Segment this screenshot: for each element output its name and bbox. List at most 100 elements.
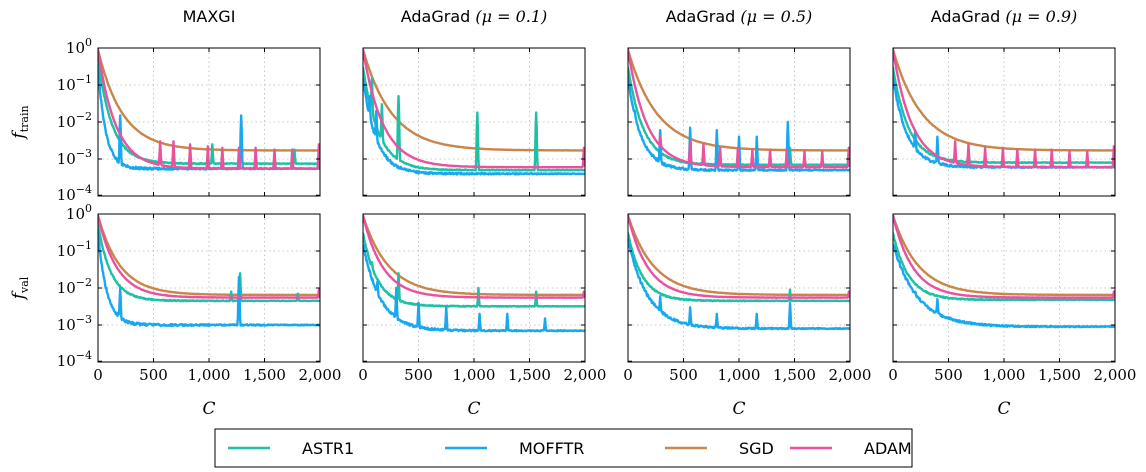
row-labels: ftrain fval xyxy=(9,105,31,301)
series-line-sgd xyxy=(98,214,320,297)
plot-frame xyxy=(627,47,851,197)
x-tick-label: 1,500 xyxy=(1038,366,1081,384)
series-line-adam xyxy=(893,48,1115,169)
plot-frame xyxy=(97,213,321,363)
x-tick-label: 0 xyxy=(93,366,103,384)
column-title-3: AdaGrad (μ = 0.5) xyxy=(666,7,813,26)
series-line-mofftr xyxy=(363,77,585,176)
legend: ASTR1 MOFFTR SGD ADAM xyxy=(214,428,913,468)
x-axis-label: C xyxy=(467,399,480,419)
x-tick-label: 2,000 xyxy=(1094,366,1137,384)
series-group xyxy=(363,48,585,176)
legend-entry-mofftr: MOFFTR xyxy=(445,439,584,458)
y-tick-label: 10−3 xyxy=(57,313,92,334)
y-tick-label: 10−3 xyxy=(57,147,92,168)
series-group xyxy=(628,48,850,173)
grid xyxy=(628,48,850,196)
panel-r1-c4 xyxy=(892,47,1116,197)
series-line-astr1 xyxy=(363,66,585,172)
x-tick-label: 0 xyxy=(623,366,633,384)
plot-frame xyxy=(892,213,1116,363)
column-title-2: AdaGrad (μ = 0.1) xyxy=(401,7,548,26)
series-line-adam xyxy=(98,214,320,299)
y-tick-label: 10−2 xyxy=(57,276,92,297)
series-line-adam xyxy=(363,48,585,169)
grid xyxy=(893,214,1115,362)
x-axis-label: C xyxy=(732,399,745,419)
series-line-sgd xyxy=(363,214,585,297)
y-tick-label: 100 xyxy=(66,202,92,223)
plot-frame xyxy=(627,213,851,363)
x-tick-label: 2,000 xyxy=(299,366,342,384)
panel-r2-c1: 100 10−1 10−2 10−3 10−40 500 1,000 1,500 2,000 C xyxy=(57,202,342,419)
grid xyxy=(893,48,1115,196)
series-line-astr1 xyxy=(628,232,850,303)
series-line-mofftr xyxy=(628,238,850,331)
y-axis-label-row-2: fval xyxy=(9,276,31,301)
legend-label: ASTR1 xyxy=(302,439,354,458)
x-tick-label: 500 xyxy=(669,366,698,384)
panel-r2-c4: 0 500 1,000 1,500 2,000 C xyxy=(888,213,1137,419)
series-group xyxy=(98,48,320,171)
y-tick-label: 10−1 xyxy=(57,73,92,94)
series-line-adam xyxy=(98,48,320,170)
x-tick-label: 1,000 xyxy=(453,366,496,384)
series-line-sgd xyxy=(893,214,1115,297)
series-group xyxy=(363,214,585,333)
series-line-mofftr xyxy=(363,243,585,333)
column-titles: MAXGI AdaGrad (μ = 0.1) AdaGrad (μ = 0.5) A… xyxy=(183,7,1078,26)
y-tick-label: 10−2 xyxy=(57,110,92,131)
plot-frame xyxy=(892,47,1116,197)
legend-label: MOFFTR xyxy=(519,439,584,458)
x-axis-label: C xyxy=(997,399,1010,419)
x-tick-label: 1,000 xyxy=(983,366,1026,384)
column-title-1: MAXGI xyxy=(183,7,236,26)
x-tick-label: 1,000 xyxy=(188,366,231,384)
x-tick-label: 500 xyxy=(934,366,963,384)
series-line-astr1 xyxy=(98,224,320,303)
series-line-sgd xyxy=(363,48,585,152)
x-tick-label: 2,000 xyxy=(564,366,607,384)
grid xyxy=(98,48,320,196)
y-tick-label: 100 xyxy=(66,36,92,57)
column-title-4: AdaGrad (μ = 0.9) xyxy=(931,7,1078,26)
grid xyxy=(98,214,320,362)
series-line-adam xyxy=(363,214,585,299)
panel-r1-c3 xyxy=(627,47,851,197)
series-group xyxy=(98,214,320,328)
series-line-adam xyxy=(893,214,1115,299)
x-tick-label: 1,500 xyxy=(243,366,286,384)
series-group xyxy=(628,214,850,331)
x-tick-label: 0 xyxy=(888,366,898,384)
x-tick-label: 1,500 xyxy=(508,366,551,384)
x-tick-label: 1,500 xyxy=(773,366,816,384)
panel-r1-c2 xyxy=(362,47,586,197)
series-line-sgd xyxy=(893,48,1115,152)
legend-label: ADAM xyxy=(864,439,912,458)
x-tick-label: 0 xyxy=(358,366,368,384)
series-group xyxy=(893,214,1115,329)
grid xyxy=(628,214,850,362)
legend-entry-astr1: ASTR1 xyxy=(228,439,354,458)
legend-entry-sgd: SGD xyxy=(665,439,774,458)
series-line-adam xyxy=(628,48,850,169)
y-tick-label: 10−1 xyxy=(57,239,92,260)
panel-r2-c2: 0 500 1,000 1,500 2,000 C xyxy=(358,213,607,419)
series-line-mofftr xyxy=(893,243,1115,329)
y-tick-label: 10−4 xyxy=(57,349,92,370)
legend-label: SGD xyxy=(739,439,774,458)
x-axis-label: C xyxy=(202,399,215,419)
x-tick-label: 500 xyxy=(404,366,433,384)
plot-frame xyxy=(97,47,321,197)
panel-r1-c1: 100 10−1 10−2 10−3 10−4 xyxy=(57,36,321,204)
series-group xyxy=(893,48,1115,170)
panel-r2-c3: 0 500 1,000 1,500 2,000 C xyxy=(623,213,872,419)
series-line-astr1 xyxy=(893,232,1115,302)
x-tick-label: 1,000 xyxy=(718,366,761,384)
series-line-astr1 xyxy=(363,232,585,308)
y-axis-label-row-1: ftrain xyxy=(9,105,31,140)
y-tick-label: 10−4 xyxy=(57,183,92,204)
x-tick-label: 2,000 xyxy=(829,366,872,384)
